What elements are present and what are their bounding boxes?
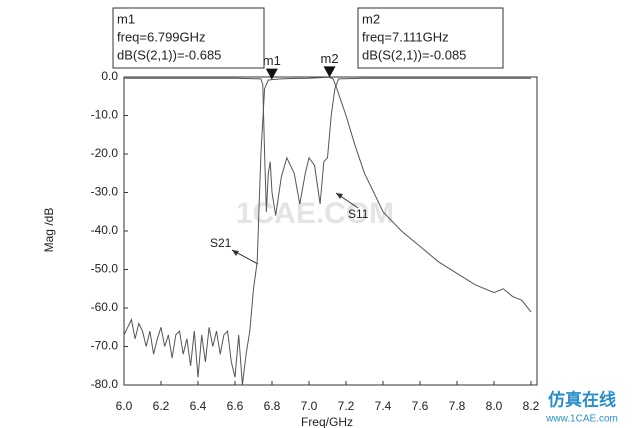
y-tick-label: -20.0 bbox=[91, 146, 119, 160]
marker-box-line: dB(S(2,1))=-0.085 bbox=[362, 47, 466, 62]
y-axis-label: Mag /dB bbox=[42, 208, 56, 253]
x-tick-label: 8.0 bbox=[486, 399, 503, 413]
x-tick-label: 7.0 bbox=[301, 399, 318, 413]
logo-url: www.1CAE.com bbox=[545, 414, 618, 425]
y-tick-label: -50.0 bbox=[91, 262, 119, 276]
marker bbox=[265, 68, 278, 80]
x-tick-label: 6.0 bbox=[116, 399, 133, 413]
x-tick-label: 6.2 bbox=[153, 399, 170, 413]
y-tick-label: -80.0 bbox=[91, 377, 119, 391]
x-tick-label: 7.2 bbox=[338, 399, 355, 413]
marker-box-line: dB(S(2,1))=-0.685 bbox=[117, 47, 221, 62]
marker-name: m1 bbox=[263, 53, 281, 68]
marker-box-line: freq=6.799GHz bbox=[117, 29, 206, 44]
marker-box-line: m1 bbox=[117, 11, 135, 26]
watermark: 1CAE.COM bbox=[236, 197, 394, 230]
y-tick-label: -30.0 bbox=[91, 185, 119, 199]
series-line bbox=[123, 76, 532, 386]
marker-box-line: freq=7.111GHz bbox=[362, 29, 449, 44]
y-tick-label: -40.0 bbox=[91, 223, 119, 237]
x-tick-label: 8.2 bbox=[523, 399, 540, 413]
marker-box-line: m2 bbox=[362, 11, 380, 26]
logo: 仿真在线 bbox=[548, 389, 616, 409]
s21-label: S21 bbox=[210, 236, 232, 250]
y-tick-label: -60.0 bbox=[91, 300, 119, 314]
marker-name: m2 bbox=[321, 51, 339, 66]
y-tick-label: -70.0 bbox=[91, 339, 119, 353]
x-tick-label: 7.6 bbox=[412, 399, 429, 413]
y-tick-label: -10.0 bbox=[91, 108, 119, 122]
s21-arrowhead bbox=[232, 250, 239, 256]
x-tick-label: 7.8 bbox=[449, 399, 466, 413]
x-tick-label: 7.4 bbox=[375, 399, 392, 413]
marker-box: m1 freq=6.799GHz dB(S(2,1))=-0.685 bbox=[112, 7, 265, 69]
series-line bbox=[124, 77, 531, 216]
s11-arrowhead bbox=[336, 193, 343, 199]
marker-box-frame bbox=[112, 7, 265, 69]
marker-box-frame bbox=[357, 7, 504, 69]
y-tick-label: 0.0 bbox=[101, 69, 118, 83]
x-tick-label: 6.4 bbox=[190, 399, 207, 413]
x-axis-label: Freq/GHz bbox=[301, 415, 353, 428]
s11-label: S11 bbox=[348, 207, 369, 221]
x-tick-label: 6.8 bbox=[264, 399, 281, 413]
x-tick-label: 6.6 bbox=[227, 399, 244, 413]
marker-box: m2 freq=7.111GHz dB(S(2,1))=-0.085 bbox=[357, 7, 504, 69]
marker bbox=[323, 66, 336, 78]
